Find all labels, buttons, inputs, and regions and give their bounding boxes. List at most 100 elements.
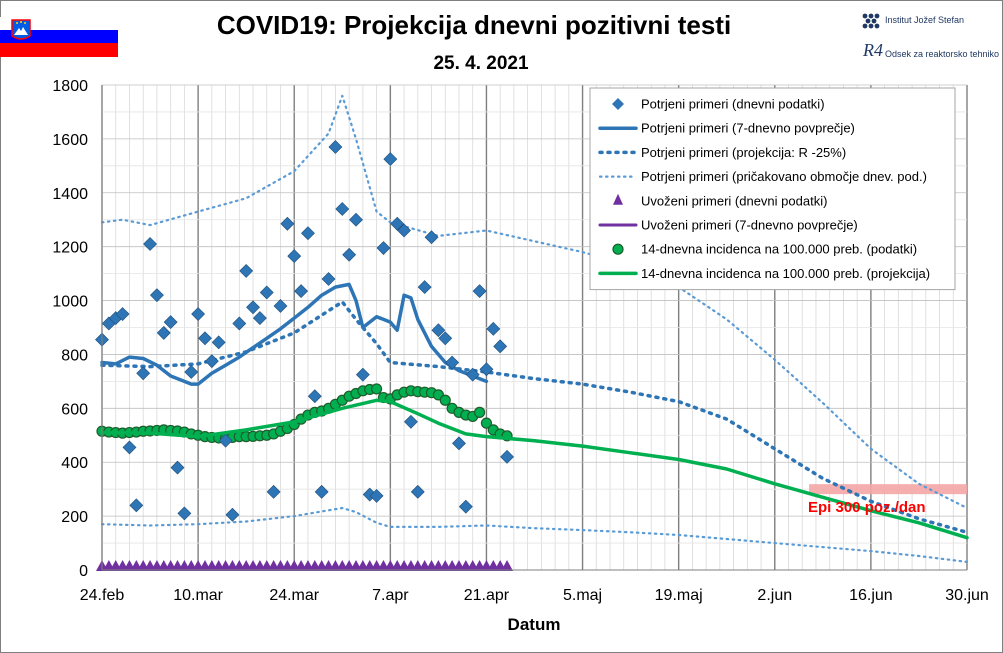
incidence-data-point <box>473 406 486 418</box>
y-tick-label: 1600 <box>52 132 88 149</box>
x-tick-label: 2.jun <box>757 587 792 604</box>
legend-item: Potrjeni primeri (7-dnevno povprečje) <box>598 121 855 136</box>
confirmed-daily-point <box>314 484 329 499</box>
x-tick-label: 5.maj <box>563 587 602 604</box>
series-layer <box>95 94 969 571</box>
confirmed-daily-point <box>246 300 260 315</box>
y-tick-label: 600 <box>61 401 88 418</box>
confirmed-daily-point <box>328 140 343 154</box>
legend-item: Uvoženi primeri (dnevni podatki) <box>613 193 827 208</box>
legend-item: Uvoženi primeri (7-dnevno povprečje) <box>598 218 858 233</box>
y-tick-label: 200 <box>61 509 88 526</box>
incidence-data-point <box>439 394 451 406</box>
confirmed-daily-point <box>184 365 199 379</box>
confirmed-daily-point <box>355 367 370 382</box>
confirmed-daily-point <box>301 226 315 241</box>
legend-item: Potrjeni primeri (dnevni podatki) <box>612 97 825 112</box>
epi-threshold-label: Epi 300 poz./dan <box>808 499 926 516</box>
confirmed-daily-point <box>294 284 309 299</box>
ijs-dots-icon <box>862 13 880 29</box>
legend-diamond-icon <box>612 98 624 110</box>
confirmed-daily-point <box>211 335 226 350</box>
legend-label: Uvoženi primeri (dnevni podatki) <box>641 193 827 208</box>
y-tick-label: 1400 <box>52 186 88 203</box>
confirmed-daily-point <box>149 288 164 303</box>
incidence-data-point <box>480 417 493 429</box>
confirmed-daily-point <box>259 285 274 300</box>
epi-threshold-bar <box>809 484 967 495</box>
confirmed-daily-point <box>417 280 432 295</box>
confirmed-daily-point <box>479 362 494 377</box>
chart-subtitle: 25. 4. 2021 <box>433 53 529 74</box>
confirmed-daily-point <box>273 299 288 313</box>
confirmed-daily-point <box>376 241 391 255</box>
confirmed-daily-point <box>335 202 350 216</box>
legend-label: Potrjeni primeri (projekcija: R -25%) <box>641 145 846 160</box>
legend-label: Potrjeni primeri (pričakovano območje dn… <box>641 169 927 184</box>
confirmed-daily-point <box>156 325 171 340</box>
confirmed-daily-point <box>129 498 144 513</box>
confirmed-daily-point <box>307 389 322 404</box>
confirmed-daily-point <box>383 152 398 167</box>
confirmed-daily-point <box>204 354 219 369</box>
y-tick-label: 1800 <box>52 78 88 95</box>
confirmed-daily-point <box>342 247 357 262</box>
confirmed-daily-point <box>500 449 514 464</box>
slovenia-flag-icon <box>0 17 118 57</box>
confirmed-daily-point <box>287 249 302 264</box>
legend-label: 14-dnevna incidenca na 100.000 preb. (pr… <box>641 266 930 281</box>
confirmed-daily-point <box>424 230 439 245</box>
r4-logo-text: R4 <box>862 40 883 60</box>
confirmed-daily-point <box>177 506 192 521</box>
confirmed-daily-point <box>266 484 281 499</box>
confirmed-daily-point <box>452 436 466 451</box>
confirmed-daily-point <box>410 484 425 499</box>
legend-item: Potrjeni primeri (pričakovano območje dn… <box>598 169 927 184</box>
confirmed-daily-point <box>225 507 240 522</box>
institute-logo: Institut Jožef Stefan R4 Odsek za reakto… <box>862 13 999 60</box>
series-1-line <box>100 282 489 386</box>
x-tick-label: 7.apr <box>372 587 409 604</box>
x-tick-label: 10.mar <box>173 587 223 604</box>
y-tick-label: 0 <box>79 563 88 580</box>
institute-name: Institut Jožef Stefan <box>885 15 964 25</box>
legend-item: Potrjeni primeri (projekcija: R -25%) <box>598 145 846 160</box>
series-3-line <box>100 94 969 510</box>
legend-circle-icon <box>612 243 624 255</box>
legend-item: 14-dnevna incidenca na 100.000 preb. (pr… <box>598 266 930 281</box>
series-4-line <box>100 506 969 564</box>
confirmed-daily-point <box>397 223 411 238</box>
confirmed-daily-point <box>115 307 130 321</box>
y-tick-label: 800 <box>61 347 88 364</box>
x-tick-label: 21.apr <box>464 587 510 604</box>
confirmed-daily-point <box>163 315 178 330</box>
legend: Potrjeni primeri (dnevni podatki) Potrjen… <box>589 87 956 291</box>
incidence-data-point <box>371 383 383 395</box>
axes: 0 200 400 600 800 1000 1200 1400 1600 1800 24.feb 1… <box>52 78 988 604</box>
confirmed-daily-point <box>486 321 501 336</box>
y-tick-label: 1200 <box>52 240 88 257</box>
series-2-line <box>100 300 969 535</box>
series-8-line <box>100 398 969 540</box>
confirmed-daily-point <box>369 488 384 503</box>
institute-department: Odsek za reaktorsko tehniko <box>885 49 999 59</box>
legend-box <box>589 87 956 291</box>
chart-title: COVID19: Projekcija dnevni pozitivni tes… <box>217 10 731 40</box>
x-axis-title: Datum <box>508 615 561 634</box>
confirmed-daily-point <box>280 216 295 231</box>
confirmed-daily-point <box>143 237 157 251</box>
confirmed-daily-point <box>465 367 480 382</box>
confirmed-daily-point <box>472 284 487 299</box>
legend-label: Potrjeni primeri (7-dnevno povprečje) <box>641 121 855 136</box>
confirmed-daily-point <box>404 414 418 429</box>
y-tick-label: 400 <box>61 455 88 472</box>
confirmed-daily-point <box>321 272 336 286</box>
confirmed-daily-point <box>445 355 460 370</box>
x-tick-label: 24.mar <box>269 587 319 604</box>
x-tick-label: 16.jun <box>849 587 893 604</box>
confirmed-daily-point <box>122 440 137 455</box>
epi-threshold-band <box>809 484 967 495</box>
confirmed-daily-point <box>170 460 185 475</box>
confirmed-daily-point <box>252 311 267 325</box>
